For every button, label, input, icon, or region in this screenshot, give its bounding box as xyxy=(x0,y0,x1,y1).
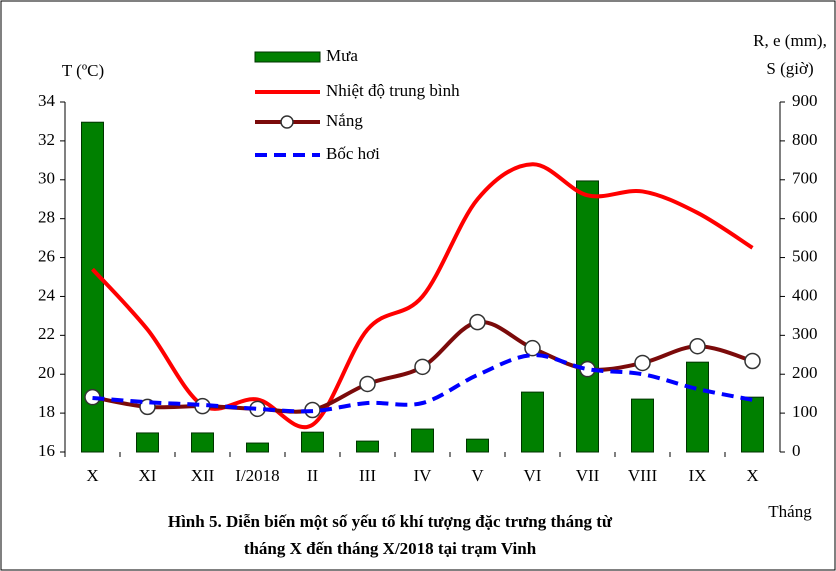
y-tick-label: 22 xyxy=(38,324,55,343)
bar xyxy=(136,432,159,453)
legend-label: Nhiệt độ trung bình xyxy=(326,81,460,100)
marker xyxy=(744,352,761,370)
marker xyxy=(359,375,376,393)
y-axis-label: T (ºC) xyxy=(62,61,104,80)
y2-tick-label: 0 xyxy=(792,441,801,460)
x-tick-label: IX xyxy=(689,466,707,485)
bar xyxy=(301,431,324,453)
y2-tick-label: 800 xyxy=(792,130,818,149)
y-tick-label: 34 xyxy=(38,91,56,110)
bar xyxy=(521,391,544,453)
x-tick-label: I/2018 xyxy=(235,466,279,485)
y2-tick-label: 400 xyxy=(792,285,818,304)
legend-label: Bốc hơi xyxy=(326,144,380,163)
marker xyxy=(414,358,431,376)
bar xyxy=(466,438,489,453)
y-tick-label: 32 xyxy=(38,130,55,149)
legend-marker xyxy=(280,115,294,129)
x-tick-label: II xyxy=(307,466,319,485)
marker xyxy=(689,337,706,355)
line-series xyxy=(92,353,753,414)
bar xyxy=(411,428,434,453)
x-tick-label: XII xyxy=(191,466,215,485)
x-tick-label: VIII xyxy=(628,466,658,485)
x-tick-label: XI xyxy=(139,466,157,485)
legend-swatch xyxy=(254,51,321,63)
y2-tick-label: 600 xyxy=(792,208,818,227)
bar xyxy=(246,442,269,453)
marker xyxy=(634,354,651,372)
bar xyxy=(356,440,379,453)
x-axis-label: Tháng xyxy=(768,502,812,521)
x-tick-label: VI xyxy=(524,466,542,485)
x-tick-label: X xyxy=(746,466,758,485)
bar xyxy=(631,398,654,453)
y-tick-label: 20 xyxy=(38,363,55,382)
y2-tick-label: 200 xyxy=(792,363,818,382)
y2-tick-label: 100 xyxy=(792,402,818,421)
y-tick-label: 16 xyxy=(38,441,55,460)
legend-label: Mưa xyxy=(326,46,358,65)
y-tick-label: 26 xyxy=(38,246,55,265)
y2-tick-label: 900 xyxy=(792,91,818,110)
bar xyxy=(81,121,104,453)
x-tick-label: VII xyxy=(576,466,600,485)
y2-tick-label: 300 xyxy=(792,324,818,343)
bar xyxy=(191,432,214,453)
y2-tick-label: 500 xyxy=(792,246,818,265)
y2-tick-label: 700 xyxy=(792,169,818,188)
y2-axis-label: R, e (mm), xyxy=(753,31,827,50)
x-tick-label: V xyxy=(471,466,484,485)
x-tick-label: IV xyxy=(414,466,433,485)
bar xyxy=(576,180,599,453)
bar xyxy=(741,396,764,453)
x-tick-label: III xyxy=(359,466,376,485)
y-tick-label: 24 xyxy=(38,285,56,304)
marker xyxy=(524,339,541,357)
legend-label: Nắng xyxy=(326,111,363,130)
y-tick-label: 28 xyxy=(38,208,55,227)
x-tick-label: X xyxy=(86,466,98,485)
y-tick-label: 30 xyxy=(38,169,55,188)
chart-title: Hình 5. Diễn biến một số yếu tố khí tượn… xyxy=(168,512,613,531)
chart-title: tháng X đến tháng X/2018 tại trạm Vinh xyxy=(244,539,537,558)
y2-axis-label: S (giờ) xyxy=(766,59,813,78)
bar xyxy=(686,361,709,453)
y-tick-label: 18 xyxy=(38,402,55,421)
marker xyxy=(469,313,486,331)
